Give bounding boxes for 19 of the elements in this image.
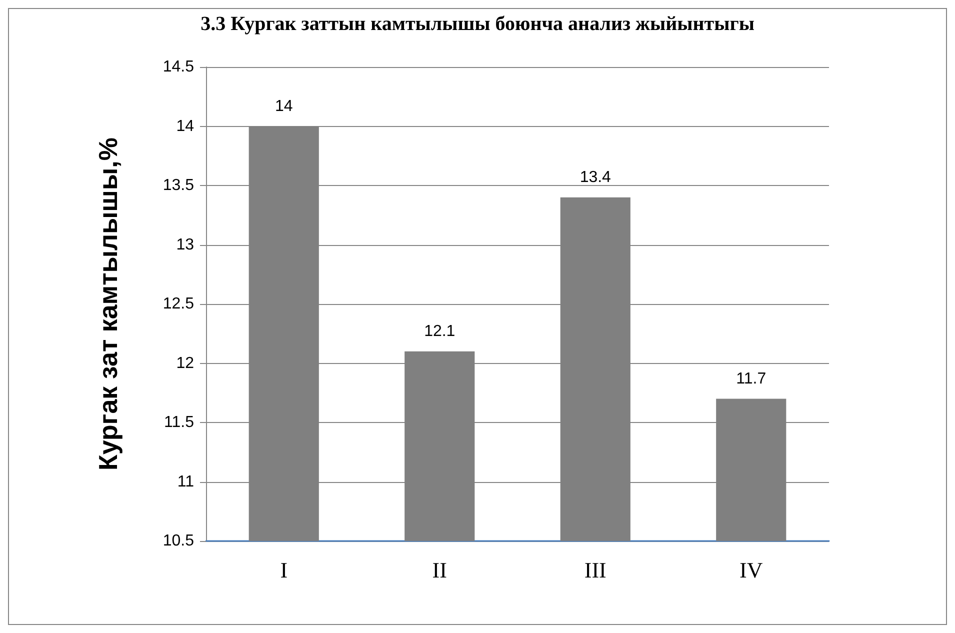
data-label: 13.4	[580, 168, 612, 186]
x-tick-label: IV	[740, 558, 763, 582]
x-tick-label: I	[280, 558, 288, 582]
data-label: 12.1	[424, 322, 456, 340]
data-label: 14	[274, 98, 293, 115]
chart-title: 3.3 Кургак заттын камтылышы боюнча анализ жыйынтыгы	[200, 13, 755, 35]
y-tick-label: 11.5	[164, 414, 194, 431]
y-tick-label: 12	[176, 354, 194, 372]
x-tick-label: III	[584, 558, 606, 582]
x-tick-label: II	[432, 558, 447, 582]
y-tick-label: 14	[176, 118, 194, 135]
data-label: 11.7	[736, 370, 766, 388]
y-tick-label: 13.5	[162, 177, 194, 194]
y-tick-label: 10.5	[162, 532, 194, 550]
y-axis-title: Кургак зат камтылышы,%	[93, 138, 123, 470]
y-tick-label: 13	[176, 236, 194, 254]
y-tick-label: 12.5	[162, 296, 194, 312]
y-tick-label: 11	[177, 473, 194, 490]
y-tick-label: 14.5	[162, 58, 194, 76]
